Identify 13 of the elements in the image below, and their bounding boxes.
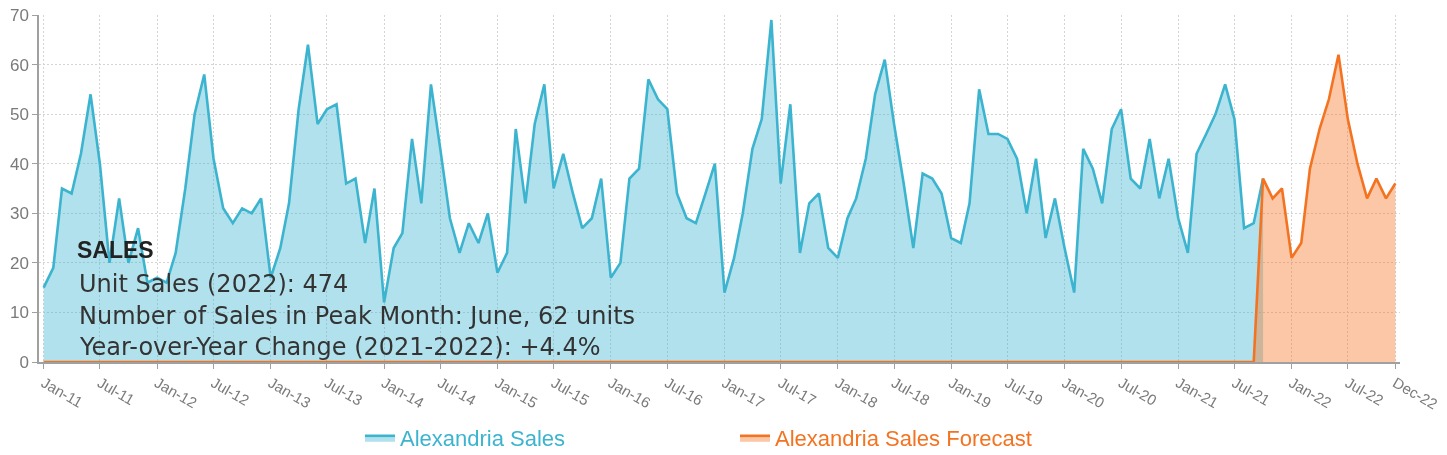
y-tick-label: 40 (9, 154, 29, 174)
y-tick-label: 50 (9, 105, 29, 125)
annotation: Year-over-Year Change (2021-2022): +4.4% (79, 333, 601, 361)
y-tick-label: 60 (9, 55, 29, 75)
y-tick-label: 0 (19, 352, 29, 372)
y-tick-label: 10 (9, 303, 29, 323)
y-tick-label: 30 (9, 204, 29, 224)
annotation: Number of Sales in Peak Month: June, 62 units (79, 302, 636, 330)
y-tick-label: 20 (9, 253, 29, 273)
y-tick-label: 70 (9, 5, 29, 25)
annotation: Unit Sales (2022): 474 (79, 270, 349, 298)
legend-label: Alexandria Sales Forecast (775, 426, 1032, 452)
legend-label: Alexandria Sales (400, 426, 566, 452)
